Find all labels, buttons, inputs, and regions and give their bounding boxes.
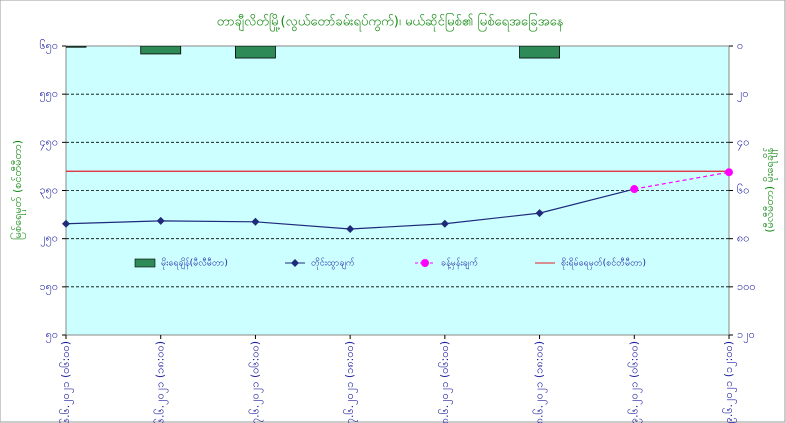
y2-tick-label: ၁၂၀ — [737, 328, 755, 343]
bar — [519, 46, 560, 59]
y2-tick-label: ၈၀ — [737, 232, 749, 245]
y2-tick-label: ၄၀ — [737, 135, 749, 150]
x-tick-label: ၁၆.၆.၂၀၂၁ (၁၈:၀၀) — [154, 341, 169, 423]
point — [725, 168, 733, 177]
legend-marker — [291, 259, 299, 267]
x-tick-label: ၁၆.၆.၂၀၂၁ (၀၆:၀၀) — [59, 341, 74, 423]
legend-label: တိုင်းထွာချက် — [311, 258, 355, 270]
point — [346, 225, 355, 234]
x-tick-label: ၁၈.၆.၂၀၂၁ (၀၆:၀၀) — [438, 341, 453, 423]
point — [62, 219, 70, 228]
x-tick-label: ၁၉.၆.၂၀၂၁ (၀၆:၀၀) — [627, 341, 642, 423]
point — [535, 209, 544, 218]
legend-label: မိုးရေချိန်(မီလီမီတာ) — [161, 258, 228, 270]
y2-tick-label: ၁၀၀ — [737, 280, 756, 293]
x-tick-label: ၁၇.၆.၂၀၂၁ (၀၆:၀၀) — [248, 341, 263, 423]
y-tick-label: ၅၀ — [46, 328, 58, 343]
y-tick-label: ၆၅၀ — [39, 39, 58, 54]
y-axis-label: မြစ်ရေမှတ် (စင်တီမီတာ) — [10, 140, 26, 240]
y-tick-label: ၃၅၀ — [39, 184, 58, 199]
legend-swatch — [134, 258, 156, 268]
bar — [235, 46, 276, 59]
x-tick-label: ၁၇.၆.၂၀၂၁ (၁၈:၀၀) — [343, 341, 358, 423]
point — [440, 219, 449, 228]
y-tick-label: ၂၅၀ — [40, 232, 58, 247]
bar — [140, 46, 182, 55]
y2-tick-label: ၀ — [737, 39, 743, 52]
y-tick-label: ၄၅၀ — [39, 135, 58, 150]
line — [634, 171, 729, 190]
y-tick-label: ၁၅၀ — [39, 280, 58, 295]
y-tick-label: ၅၅၀ — [39, 87, 58, 102]
x-tick-label: ၁၉.၆.၂၀၂၁ (၁၂:၀၀) — [722, 341, 737, 423]
legend-label: စိုးရိမ်ရေမှတ်(စင်တီမီတာ) — [561, 258, 646, 270]
point — [156, 216, 165, 225]
x-tick-label: ၁၈.၆.၂၀၂၁ (၁၈:၀၀) — [533, 341, 548, 423]
y2-tick-label: ၂၀ — [737, 87, 749, 102]
legend-marker — [421, 259, 429, 267]
chart-title: တာချီလိတ်မြို့(လွယ်တော်ခမ်းရပ်ကွက်)၊ မယ်… — [217, 13, 564, 32]
y2-tick-label: ၆၀ — [737, 184, 749, 197]
point — [630, 185, 639, 194]
bar — [66, 46, 87, 48]
y2-axis-label: (မီလီမီတာ) မိုးရေချိန် — [763, 147, 778, 232]
point — [251, 217, 260, 226]
legend-label: ခန့်မှန်းချက် — [441, 258, 479, 270]
